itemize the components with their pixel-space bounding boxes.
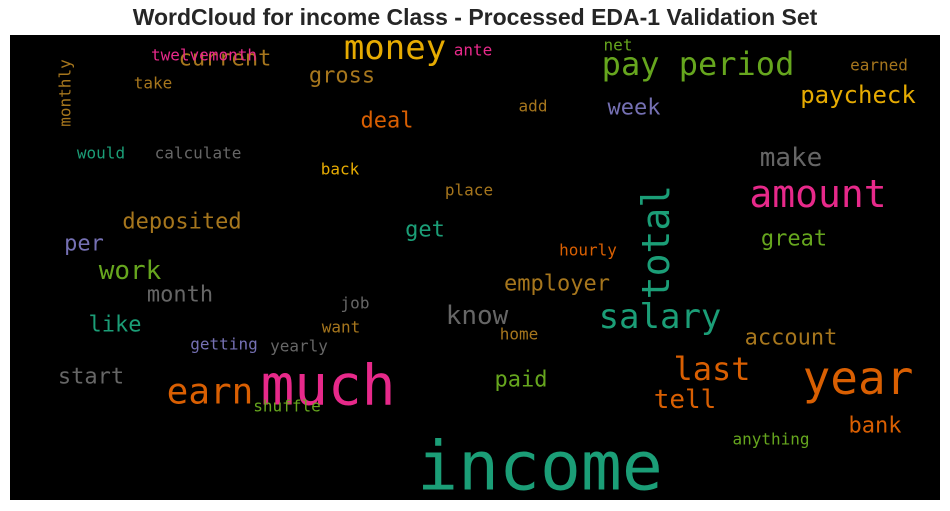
word-hourly: hourly [559,241,617,260]
word-monthly: monthly [56,59,75,127]
word-per: per [64,232,104,257]
word-tell: tell [654,385,717,415]
word-paid: paid [495,368,548,393]
word-back: back [321,160,360,179]
word-getting: getting [190,335,257,354]
word-deal: deal [361,109,414,134]
word-net: net [604,36,633,55]
word-income: income [417,428,663,501]
wordcloud-background [10,35,940,500]
word-know: know [446,301,509,331]
word-great: great [761,227,827,252]
word-current: current [179,47,272,72]
word-much: much [261,354,396,419]
word-pay-period: pay period [602,45,795,83]
word-calculate: calculate [155,144,242,163]
word-yearly: yearly [270,337,328,356]
word-earned: earned [850,56,908,75]
word-month: month [147,283,213,308]
word-twelvemonth: twelvemonth [151,46,257,65]
word-make: make [760,143,823,173]
word-money: money [344,35,446,68]
word-gross: gross [309,64,375,89]
wordcloud-words: income much year salary amount total money pay … [56,35,917,500]
word-employer: employer [504,272,610,297]
word-take: take [134,74,173,93]
word-want: want [322,318,361,337]
word-home: home [500,325,539,344]
wordcloud: income much year salary amount total money pay … [10,35,940,500]
word-bank: bank [849,414,902,439]
word-would: would [77,144,125,163]
word-ante: ante [454,41,493,60]
word-last: last [673,350,750,388]
word-total: total [634,185,678,299]
word-earn: earn [167,372,254,413]
word-get: get [405,218,445,243]
word-work: work [99,256,162,286]
word-week: week [608,96,661,121]
word-amount: amount [749,172,886,216]
chart-title: WordCloud for income Class - Processed E… [132,4,818,30]
word-salary: salary [599,297,722,337]
word-year: year [803,351,914,405]
word-start: start [58,365,124,390]
word-like: like [89,313,142,338]
word-account: account [745,326,838,351]
word-place: place [445,181,493,200]
word-job: job [341,294,370,313]
word-add: add [519,97,548,116]
word-deposited: deposited [122,210,241,235]
word-paycheck: paycheck [800,81,916,109]
word-anything: anything [732,430,809,449]
word-shuffle: shuffle [253,397,320,416]
